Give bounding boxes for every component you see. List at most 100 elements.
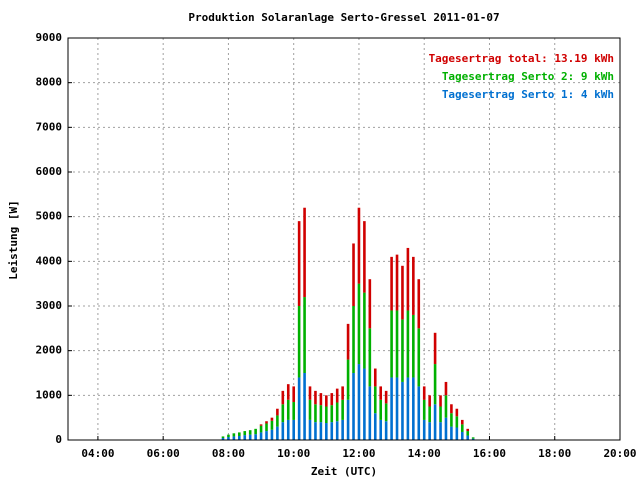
bar-segment <box>265 431 268 440</box>
bar-segment <box>406 310 410 378</box>
bar-segment <box>390 377 393 440</box>
bar-segment <box>227 434 230 438</box>
bar-segment <box>270 417 274 421</box>
bar-segment <box>341 386 344 400</box>
bar-segment <box>450 413 453 427</box>
bar-segment <box>232 433 236 437</box>
bar-segment <box>466 435 470 440</box>
bar-segment <box>297 306 301 378</box>
bar-segment <box>221 437 225 440</box>
bar-segment <box>428 422 431 440</box>
bar-segment <box>248 430 252 435</box>
bar-segment <box>335 388 339 403</box>
bar-segment <box>352 306 355 373</box>
bar-segment <box>444 417 448 440</box>
bar-segment <box>466 428 470 432</box>
y-tick-label: 8000 <box>36 76 63 89</box>
legend-entry: Tagesertrag total: 13.19 kWh <box>429 52 614 65</box>
bar-segment <box>384 390 388 404</box>
bar-segment <box>422 419 426 440</box>
bar-segment <box>265 423 268 432</box>
bar-segment <box>308 386 312 400</box>
bar-segment <box>308 419 312 440</box>
x-tick-label: 10:00 <box>277 447 310 460</box>
bar-segment <box>314 390 317 405</box>
bar-segment <box>335 402 339 422</box>
bar-segment <box>352 243 355 306</box>
x-tick-label: 04:00 <box>81 447 114 460</box>
bar-segment <box>401 319 404 382</box>
x-axis-label: Zeit (UTC) <box>311 465 377 478</box>
y-tick-label: 2000 <box>36 344 63 357</box>
y-tick-label: 3000 <box>36 299 63 312</box>
bar-segment <box>450 426 453 440</box>
bar-segment <box>346 399 350 440</box>
legend-entry: Tagesertrag Serto 1: 4 kWh <box>442 88 614 101</box>
bar-segment <box>384 421 388 440</box>
bar-segment <box>341 399 344 420</box>
bar-segment <box>308 399 312 420</box>
bar-segment <box>265 421 268 424</box>
y-tick-label: 7000 <box>36 120 63 133</box>
bar-segment <box>254 434 257 440</box>
bar-segment <box>433 404 437 440</box>
bar-segment <box>417 279 421 329</box>
bar-segment <box>373 413 377 440</box>
bar-segment <box>390 256 393 311</box>
bar-segment <box>444 395 448 418</box>
bar-segment <box>303 373 306 440</box>
x-tick-label: 20:00 <box>603 447 636 460</box>
bar-segment <box>439 422 442 440</box>
bar-segment <box>460 419 464 425</box>
bar-segment <box>373 368 377 387</box>
bar-segment <box>460 424 464 432</box>
bar-segment <box>314 404 317 423</box>
bar-segment <box>450 404 453 414</box>
bar-segment <box>238 432 241 436</box>
bar-segment <box>281 422 285 440</box>
bar-segment <box>471 437 475 439</box>
bar-segment <box>368 386 372 440</box>
bar-segment <box>270 429 274 440</box>
x-tick-label: 16:00 <box>473 447 506 460</box>
chart-title: Produktion Solaranlage Serto-Gressel 201… <box>188 11 499 24</box>
y-tick-label: 9000 <box>36 31 63 44</box>
bar-segment <box>444 381 448 396</box>
bar-segment <box>319 405 323 423</box>
y-tick-label: 5000 <box>36 210 63 223</box>
bar-segment <box>248 434 252 440</box>
bar-segment <box>330 422 334 440</box>
y-tick-label: 0 <box>55 433 62 446</box>
x-tick-label: 18:00 <box>538 447 571 460</box>
bar-segment <box>303 207 306 298</box>
bar-segment <box>325 406 328 424</box>
bar-segment <box>352 373 355 440</box>
bar-segment <box>276 415 279 427</box>
bar-segment <box>379 419 383 440</box>
bar-segment <box>401 381 404 440</box>
bar-segment <box>243 431 247 436</box>
bar-segment <box>406 247 410 311</box>
bar-segment <box>357 283 361 365</box>
bar-segment <box>330 405 334 423</box>
bar-segment <box>357 207 361 284</box>
bar-segment <box>341 419 344 440</box>
bar-segment <box>325 395 328 407</box>
bar-segment <box>412 314 415 378</box>
bar-segment <box>433 364 437 405</box>
bar-segment <box>412 377 415 440</box>
bar-segment <box>297 221 301 306</box>
y-axis-label: Leistung [W] <box>7 200 20 279</box>
bar-segment <box>325 423 328 440</box>
bar-segment <box>428 395 431 407</box>
bar-segment <box>363 292 366 369</box>
bar-segment <box>292 419 295 440</box>
bar-segment <box>286 399 290 420</box>
bar-segment <box>471 438 475 440</box>
bar-segment <box>455 408 459 417</box>
bar-segment <box>276 426 279 440</box>
bar-segment <box>319 422 323 440</box>
bar-segment <box>422 399 426 420</box>
bar-segment <box>466 431 470 436</box>
